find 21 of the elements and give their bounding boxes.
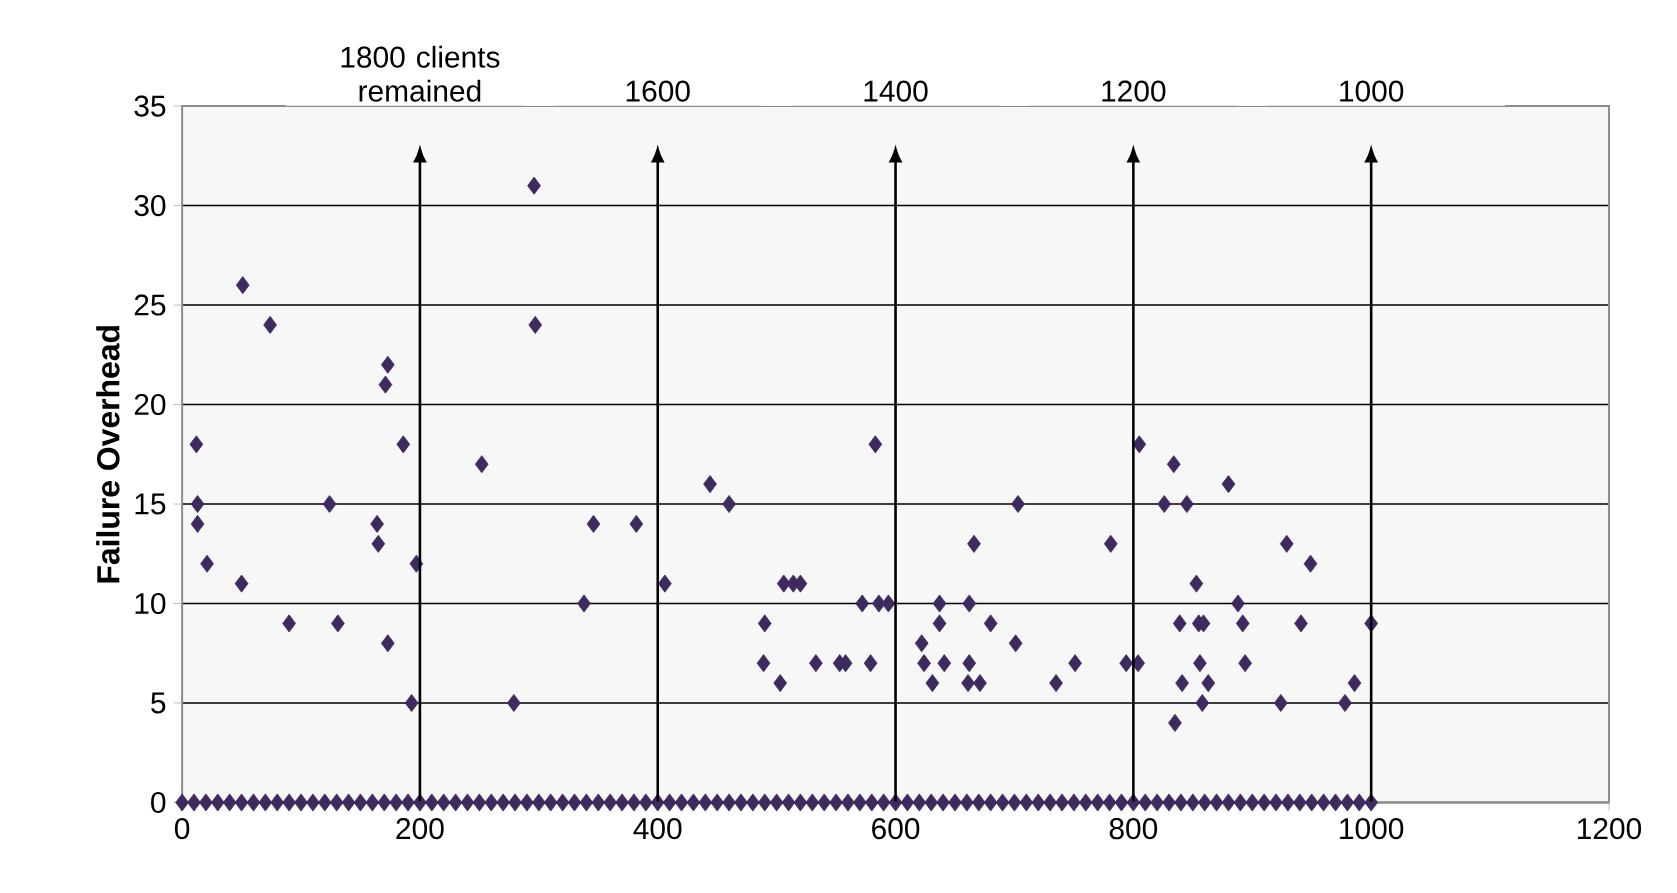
y-axis-title: Failure Overhead — [96, 326, 120, 583]
text: 1400 — [864, 80, 928, 102]
y-tick-label: 25 — [134, 294, 166, 316]
y-tick-label: 20 — [134, 394, 166, 416]
y-tick-label: 5 — [151, 692, 166, 714]
x-tick-label: 200 — [396, 818, 444, 840]
x-tick-label: 400 — [633, 818, 682, 840]
y-tick-label: 35 — [134, 95, 166, 117]
x-tick-label: 1000 — [1340, 818, 1404, 840]
x-tick-label: 0 — [174, 818, 190, 840]
x-tick-label: 600 — [872, 818, 920, 840]
text: 1200 — [1102, 80, 1166, 102]
text: 1600 — [626, 80, 690, 102]
y-tick-label: 30 — [134, 195, 166, 217]
text: 1800 clients remained — [341, 46, 500, 102]
y-tick-label: 10 — [135, 593, 166, 615]
text: 1000 — [1340, 80, 1404, 102]
y-tick-label: 15 — [135, 493, 166, 515]
y-tick-label: 0 — [151, 792, 166, 814]
x-tick-label: 1200 — [1577, 818, 1642, 840]
x-tick-label: 800 — [1109, 818, 1158, 840]
